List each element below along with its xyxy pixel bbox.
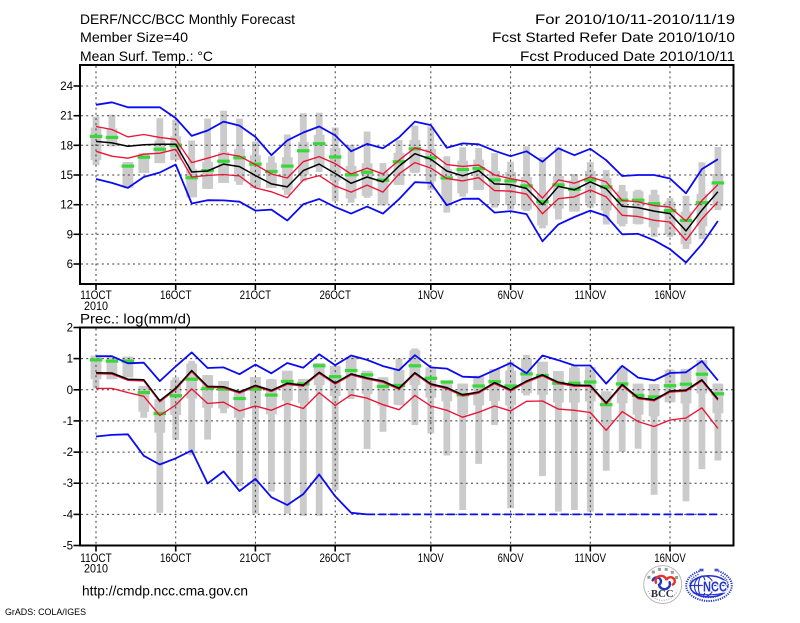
svg-text:1NOV: 1NOV <box>418 553 444 565</box>
svg-text:For 2010/10/11-2010/11/19: For 2010/10/11-2010/11/19 <box>535 11 735 27</box>
svg-text:1: 1 <box>67 354 73 366</box>
svg-text:Fcst Produced Date 2010/10/11: Fcst Produced Date 2010/10/11 <box>520 48 735 64</box>
svg-text:-4: -4 <box>63 509 74 521</box>
svg-text:16NOV: 16NOV <box>654 290 686 302</box>
svg-text:-3: -3 <box>63 478 73 490</box>
svg-text:1NOV: 1NOV <box>418 290 444 302</box>
svg-text:2010: 2010 <box>84 564 108 576</box>
svg-text:11NOV: 11NOV <box>575 290 607 302</box>
svg-text:Mean Surf. Temp.: °C: Mean Surf. Temp.: °C <box>80 48 213 64</box>
svg-text:Member Size=40: Member Size=40 <box>80 29 188 45</box>
svg-text:-1: -1 <box>63 416 73 428</box>
svg-text:11OCT: 11OCT <box>80 290 112 302</box>
svg-text:26OCT: 26OCT <box>319 553 351 565</box>
svg-text:NCC: NCC <box>703 580 727 596</box>
svg-text:2: 2 <box>67 323 73 335</box>
svg-text:6NOV: 6NOV <box>498 553 524 565</box>
svg-text:9: 9 <box>67 229 73 241</box>
svg-text:24: 24 <box>60 81 73 93</box>
svg-text:18: 18 <box>60 140 73 152</box>
svg-text:Prec.: log(mm/d): Prec.: log(mm/d) <box>80 311 191 327</box>
svg-text:21OCT: 21OCT <box>240 553 272 565</box>
svg-text:BCC: BCC <box>651 589 674 600</box>
svg-text:6NOV: 6NOV <box>498 290 524 302</box>
svg-text:21: 21 <box>60 111 73 123</box>
svg-text:15: 15 <box>60 170 73 182</box>
svg-text:16OCT: 16OCT <box>160 553 192 565</box>
svg-text:DERF/NCC/BCC Monthly Forecast: DERF/NCC/BCC Monthly Forecast <box>80 11 295 27</box>
svg-text:16NOV: 16NOV <box>654 553 686 565</box>
svg-text:0: 0 <box>67 385 73 397</box>
svg-text:11NOV: 11NOV <box>575 553 607 565</box>
svg-text:12: 12 <box>60 200 73 212</box>
svg-text:16OCT: 16OCT <box>160 290 192 302</box>
svg-text:-2: -2 <box>63 447 73 459</box>
svg-text:6: 6 <box>67 259 73 271</box>
svg-text:http://cmdp.ncc.cma.gov.cn: http://cmdp.ncc.cma.gov.cn <box>82 583 248 599</box>
svg-text:2010: 2010 <box>84 301 108 313</box>
svg-text:11OCT: 11OCT <box>80 553 112 565</box>
svg-text:-5: -5 <box>63 541 73 553</box>
svg-text:Fcst Started Refer Date 2010/1: Fcst Started Refer Date 2010/10/10 <box>492 29 735 45</box>
svg-text:26OCT: 26OCT <box>319 290 351 302</box>
svg-text:21OCT: 21OCT <box>240 290 272 302</box>
svg-text:GrADS: COLA/IGES: GrADS: COLA/IGES <box>5 607 86 618</box>
